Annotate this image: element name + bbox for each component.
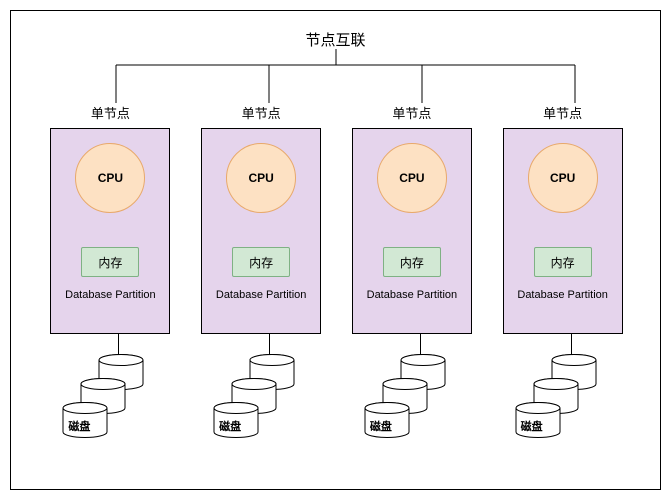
disk-connector (571, 334, 572, 356)
node-label: 单节点 (242, 103, 281, 122)
diagram-title: 节点互联 (301, 29, 369, 50)
diagram-frame: 节点互联 单节点 CPU 内存 Database Partition 磁盘 (10, 10, 661, 490)
db-partition-label: Database Partition (367, 289, 458, 301)
disk-stack: 磁盘 (513, 334, 613, 454)
memory-box: 内存 (81, 247, 139, 277)
node-box: CPU 内存 Database Partition (503, 128, 623, 334)
memory-box: 内存 (534, 247, 592, 277)
node-label: 单节点 (543, 103, 582, 122)
disk-label: 磁盘 (521, 418, 543, 434)
node-column: 单节点 CPU 内存 Database Partition 磁盘 (45, 103, 175, 454)
memory-box: 内存 (383, 247, 441, 277)
disk-stack: 磁盘 (211, 334, 311, 454)
disk-label: 磁盘 (68, 418, 90, 434)
disk-connector (269, 334, 270, 356)
node-column: 单节点 CPU 内存 Database Partition 磁盘 (196, 103, 326, 454)
nodes-row: 单节点 CPU 内存 Database Partition 磁盘 单节点 CPU… (11, 103, 662, 454)
node-box: CPU 内存 Database Partition (201, 128, 321, 334)
cpu-icon: CPU (377, 143, 447, 213)
disk-connector (420, 334, 421, 356)
db-partition-label: Database Partition (517, 289, 608, 301)
memory-box: 内存 (232, 247, 290, 277)
cpu-icon: CPU (75, 143, 145, 213)
tree-connector (11, 49, 662, 111)
disk-label: 磁盘 (370, 418, 392, 434)
node-box: CPU 内存 Database Partition (352, 128, 472, 334)
cpu-icon: CPU (528, 143, 598, 213)
disk-connector (118, 334, 119, 356)
cpu-icon: CPU (226, 143, 296, 213)
disk-stack: 磁盘 (362, 334, 462, 454)
db-partition-label: Database Partition (216, 289, 307, 301)
db-partition-label: Database Partition (65, 289, 156, 301)
node-box: CPU 内存 Database Partition (50, 128, 170, 334)
node-label: 单节点 (392, 103, 431, 122)
node-column: 单节点 CPU 内存 Database Partition 磁盘 (498, 103, 628, 454)
node-label: 单节点 (91, 103, 130, 122)
disk-label: 磁盘 (219, 418, 241, 434)
disk-stack: 磁盘 (60, 334, 160, 454)
node-column: 单节点 CPU 内存 Database Partition 磁盘 (347, 103, 477, 454)
